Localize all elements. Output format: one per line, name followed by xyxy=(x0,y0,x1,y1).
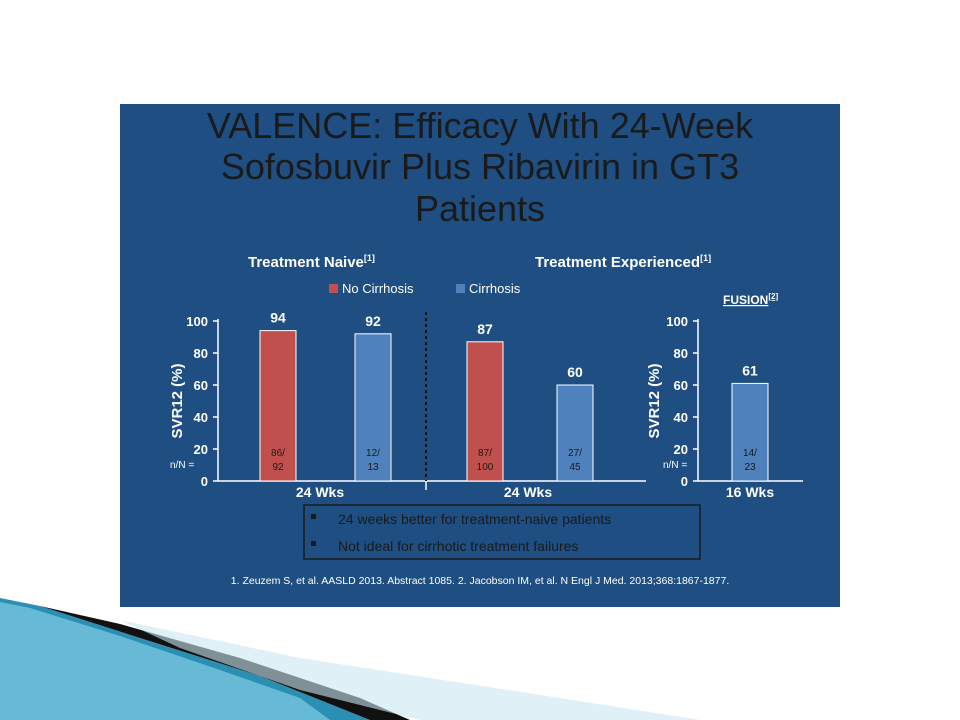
bar-nN-top-0-1-0: 87/ xyxy=(478,448,492,459)
chart-marks: 0 20 40 60 80 100 24 Wks 94 86/92 92 12/13 24 Wks 87… xyxy=(186,310,774,500)
bar-1-0-0 xyxy=(731,382,769,482)
y-tick-label-1-4: 80 xyxy=(674,346,688,361)
bar-0-1-1 xyxy=(556,384,594,482)
bullet-2: Not ideal for cirrhotic treatment failur… xyxy=(338,538,578,554)
x-category-label-1-0: 16 Wks xyxy=(726,484,774,500)
bar-0-1-0 xyxy=(466,341,504,482)
y-tick-label-1-0: 0 xyxy=(681,474,688,489)
slide-panel: VALENCE: Efficacy With 24-Week Sofosbuvi… xyxy=(120,104,840,607)
fusion-label-ref: [2] xyxy=(768,292,778,301)
bar-value-label-0-1-1: 60 xyxy=(567,364,583,380)
group-header-naive: Treatment Naive[1] xyxy=(248,253,375,271)
y-axis-title-left: SVR12 (%) xyxy=(169,363,186,438)
y-tick-label-1-1: 20 xyxy=(674,442,688,457)
y-tick-label-1-5: 100 xyxy=(666,314,688,329)
legend-label-no-cirrhosis: No Cirrhosis xyxy=(342,281,414,296)
group-header-naive-text: Treatment Naive xyxy=(248,254,364,271)
title-line-3: Patients xyxy=(415,188,545,229)
bar-nN-bottom-0-1-0: 100 xyxy=(477,462,494,473)
bottom-swoosh-decoration xyxy=(0,598,700,720)
bullet-marker-2 xyxy=(311,541,316,546)
bar-nN-top-0-1-1: 27/ xyxy=(568,448,582,459)
y-tick-label-1-3: 60 xyxy=(674,378,688,393)
title-line-2: Sofosbuvir Plus Ribavirin in GT3 xyxy=(221,146,739,187)
group-header-experienced-ref: [1] xyxy=(700,253,711,263)
fusion-label-text: FUSION xyxy=(723,293,768,307)
y-tick-label-0-5: 100 xyxy=(186,314,208,329)
bar-nN-bottom-1-0-0: 23 xyxy=(744,462,756,473)
group-header-naive-ref: [1] xyxy=(364,253,375,263)
bar-nN-top-0-0-0: 86/ xyxy=(271,448,285,459)
title-line-1: VALENCE: Efficacy With 24-Week xyxy=(207,105,754,146)
bar-value-label-0-1-0: 87 xyxy=(477,321,493,337)
group-header-experienced: Treatment Experienced[1] xyxy=(535,253,711,271)
bullet-marker-1 xyxy=(311,514,316,519)
bar-0-0-0 xyxy=(259,330,297,482)
bar-0-0-1 xyxy=(354,333,392,482)
slide-chart-svg: VALENCE: Efficacy With 24-Week Sofosbuvi… xyxy=(169,105,803,587)
x-category-label-0-1: 24 Wks xyxy=(504,484,552,500)
fusion-label: FUSION[2] xyxy=(723,292,778,307)
bar-value-label-0-0-1: 92 xyxy=(365,313,381,329)
bar-value-label-0-0-0: 94 xyxy=(270,310,286,326)
bar-nN-bottom-0-0-1: 13 xyxy=(367,462,379,473)
legend-swatch-no-cirrhosis xyxy=(329,284,338,293)
y-tick-label-0-0: 0 xyxy=(201,474,208,489)
bar-nN-bottom-0-1-1: 45 xyxy=(569,462,581,473)
bar-value-label-1-0-0: 61 xyxy=(742,362,758,378)
legend-label-cirrhosis: Cirrhosis xyxy=(469,281,521,296)
y-tick-label-0-3: 60 xyxy=(194,378,208,393)
bar-nN-bottom-0-0-0: 92 xyxy=(272,462,284,473)
y-tick-label-0-2: 40 xyxy=(194,410,208,425)
bar-nN-top-1-0-0: 14/ xyxy=(743,448,757,459)
nN-label-right: n/N = xyxy=(663,460,687,471)
nN-label-left: n/N = xyxy=(170,460,194,471)
bullet-box xyxy=(303,504,701,560)
legend-swatch-cirrhosis xyxy=(456,284,465,293)
bar-nN-top-0-0-1: 12/ xyxy=(366,448,380,459)
group-header-experienced-text: Treatment Experienced xyxy=(535,254,700,271)
y-tick-label-0-1: 20 xyxy=(194,442,208,457)
y-tick-label-0-4: 80 xyxy=(194,346,208,361)
y-axis-title-right: SVR12 (%) xyxy=(646,363,663,438)
x-category-label-0-0: 24 Wks xyxy=(296,484,344,500)
footnote: 1. Zeuzem S, et al. AASLD 2013. Abstract… xyxy=(231,575,729,587)
bullet-1: 24 weeks better for treatment-naive pati… xyxy=(338,511,611,527)
y-tick-label-1-2: 40 xyxy=(674,410,688,425)
